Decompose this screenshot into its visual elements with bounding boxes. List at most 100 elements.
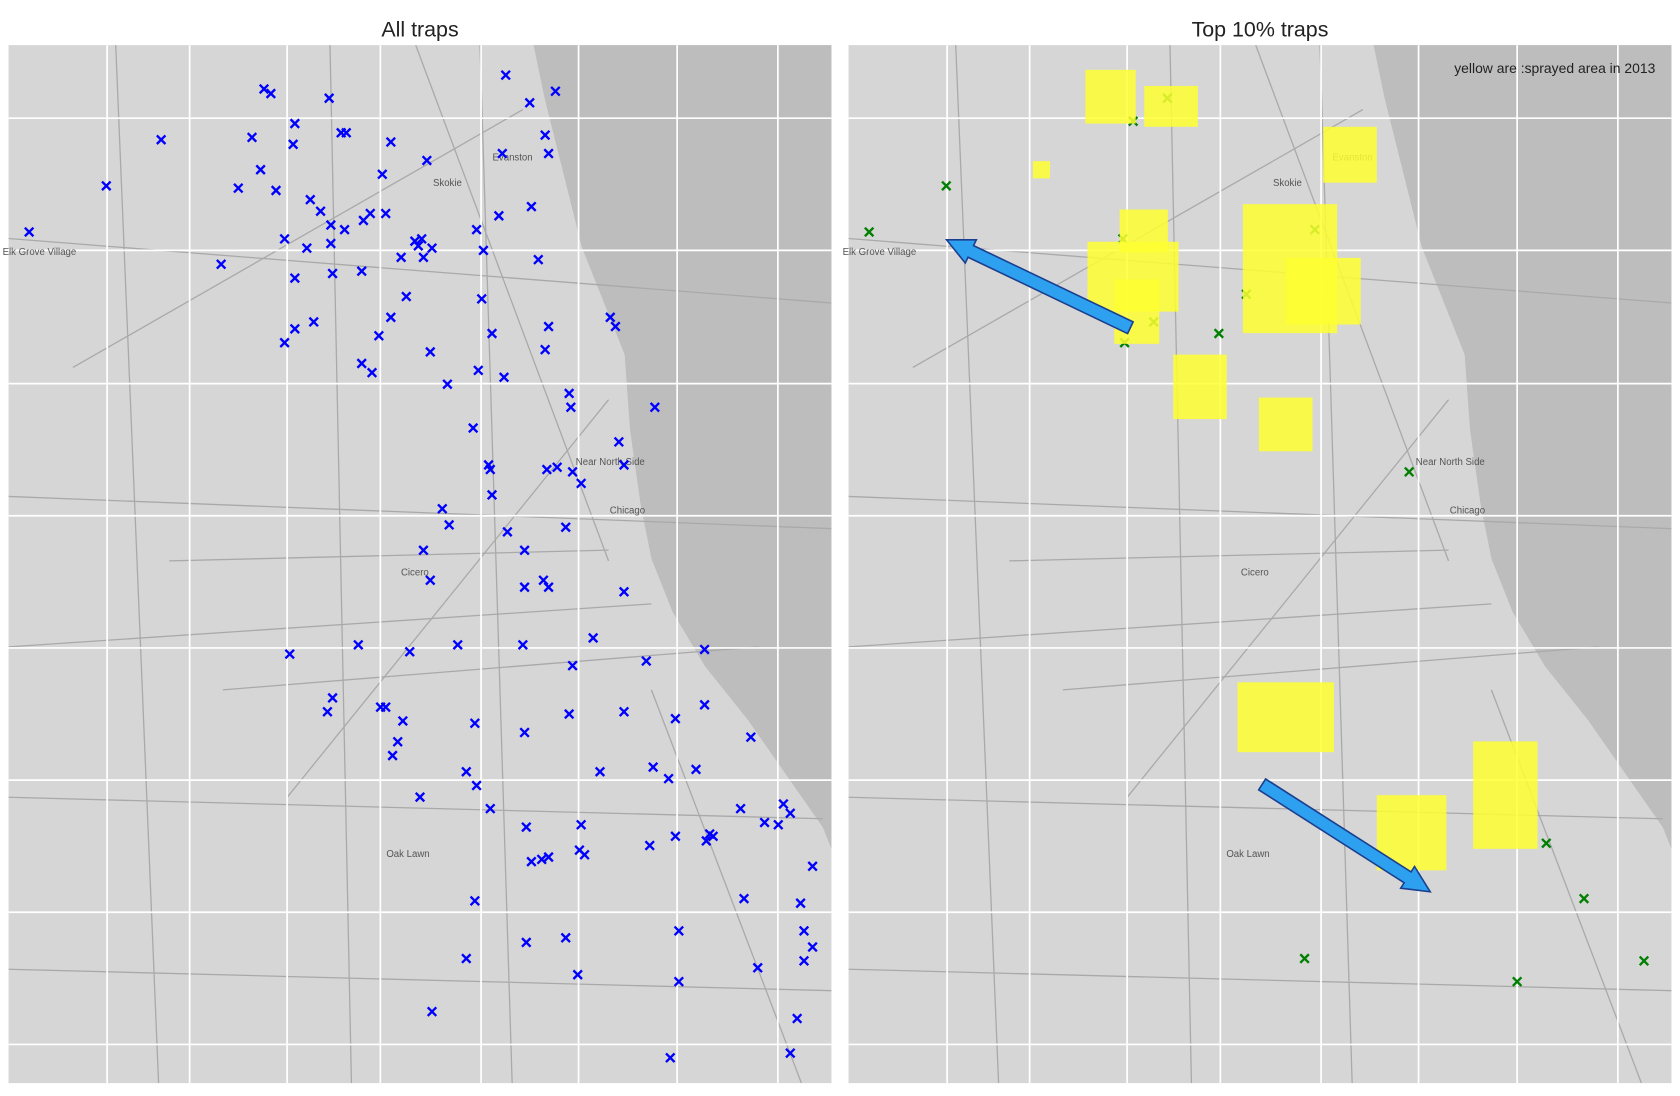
trap-marker	[524, 97, 535, 108]
trap-marker	[255, 164, 266, 175]
trap-marker	[538, 575, 549, 586]
trap-marker	[663, 773, 674, 784]
trap-marker	[550, 86, 561, 97]
trap-marker	[373, 330, 384, 341]
trap-marker	[473, 365, 484, 376]
trap-marker	[564, 388, 575, 399]
trap-marker	[567, 660, 578, 671]
trap-marker	[377, 169, 388, 180]
trap-marker	[541, 464, 552, 475]
trap-marker	[444, 519, 455, 531]
trap-marker	[468, 422, 479, 434]
trap-marker	[565, 402, 576, 413]
trap-marker	[469, 895, 480, 907]
trap-marker	[353, 639, 364, 650]
trap-marker	[416, 233, 427, 245]
trap-marker	[605, 312, 616, 323]
road	[1009, 549, 1449, 562]
trap-marker	[380, 701, 391, 713]
trap-marker	[673, 925, 684, 937]
trap-marker	[418, 545, 429, 556]
trap-marker	[24, 226, 35, 238]
road	[8, 495, 832, 530]
road	[848, 495, 1672, 530]
trap-marker	[327, 692, 338, 704]
trap-marker	[564, 708, 575, 720]
trap-marker	[1541, 838, 1552, 849]
trap-marker	[1404, 466, 1415, 477]
trap-marker	[471, 224, 482, 235]
trap-marker	[397, 715, 408, 727]
trap-marker	[426, 242, 438, 254]
trap-marker	[576, 478, 587, 489]
trap-marker	[594, 766, 606, 777]
place-label: Chicago	[610, 505, 645, 516]
trap-marker	[795, 898, 806, 909]
trap-marker	[500, 69, 511, 81]
trap-marker	[486, 489, 498, 501]
trap-marker	[387, 750, 398, 761]
trap-marker	[308, 316, 319, 328]
trap-marker	[690, 764, 702, 775]
trap-marker	[442, 379, 453, 390]
trap-marker	[233, 183, 244, 194]
trap-marker	[941, 180, 952, 191]
trap-marker	[315, 206, 326, 217]
place-label: Cicero	[401, 568, 429, 579]
trap-marker	[305, 194, 316, 205]
trap-marker	[356, 358, 367, 369]
trap-marker	[540, 129, 551, 141]
trap-marker	[461, 766, 472, 777]
trap-marker	[540, 344, 551, 355]
trap-marker	[265, 88, 276, 99]
trap-marker	[325, 219, 336, 231]
trap-marker	[618, 706, 630, 717]
place-label: Near North Side	[1416, 457, 1485, 468]
road	[72, 109, 524, 369]
trap-marker	[1299, 953, 1310, 964]
trap-marker	[156, 134, 167, 145]
trap-marker	[289, 118, 300, 129]
trap-marker	[327, 268, 338, 279]
trap-marker	[572, 969, 583, 980]
trap-marker	[486, 328, 498, 339]
trap-marker	[365, 208, 376, 219]
trap-marker	[517, 639, 528, 650]
place-label: Elk Grove Village	[843, 247, 917, 258]
trap-marker	[301, 242, 312, 254]
trap-marker	[670, 831, 681, 842]
trap-marker	[792, 1013, 803, 1024]
trap-marker	[745, 731, 756, 743]
panel-title: Top 10% traps	[1192, 18, 1329, 42]
trap-marker	[289, 323, 300, 334]
trap-marker	[1638, 955, 1650, 966]
road	[169, 549, 609, 562]
place-label: Evanston	[492, 152, 532, 163]
trap-marker	[1578, 893, 1590, 904]
trap-marker	[341, 127, 352, 138]
trap-marker	[579, 849, 590, 860]
trap-marker	[413, 240, 424, 251]
trap-marker	[576, 819, 587, 830]
trap-marker	[673, 976, 684, 987]
place-label: Skokie	[433, 178, 462, 189]
road	[329, 45, 353, 1084]
trap-marker	[288, 139, 299, 150]
road	[1126, 399, 1450, 798]
trap-marker	[279, 233, 290, 245]
trap-marker	[404, 646, 415, 657]
trap-marker	[560, 932, 571, 943]
trap-marker	[648, 761, 659, 773]
trap-marker	[396, 252, 407, 263]
trap-marker	[526, 856, 537, 867]
arrows	[944, 238, 1432, 893]
trap-marker	[289, 272, 300, 284]
trap-marker	[536, 854, 547, 865]
road	[8, 968, 832, 992]
road	[848, 968, 1672, 992]
trap-marker	[426, 1006, 438, 1017]
trap-marker	[385, 312, 396, 323]
